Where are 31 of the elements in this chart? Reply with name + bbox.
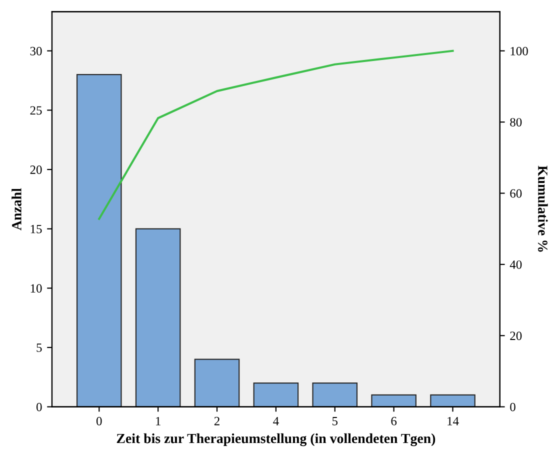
bar [371, 394, 416, 407]
x-tick-label: 14 [448, 416, 459, 426]
bar [194, 358, 240, 407]
bar [312, 382, 358, 407]
y-tick-label: 30 [30, 46, 42, 56]
y-tick-label: 0 [36, 402, 42, 412]
x-tick-label: 0 [96, 416, 102, 426]
y-tick-label: 10 [30, 284, 42, 293]
y-tick-label: 25 [30, 106, 42, 115]
y2-tick-label: 80 [510, 118, 522, 127]
bar [430, 394, 476, 407]
y-axis-title: Anzahl [12, 188, 22, 230]
x-tick-label: 4 [273, 416, 279, 426]
bar [253, 382, 299, 407]
x-axis-title: Zeit bis zur Therapieumstellung (in vollendeten Tgen) [116, 433, 436, 446]
x-tick-label: 1 [156, 416, 160, 426]
y-tick-label: 20 [30, 166, 42, 174]
x-tick-label: 6 [391, 416, 397, 426]
y2-tick-label: 100 [510, 46, 528, 56]
bar [135, 228, 181, 407]
x-tick-label: 5 [332, 417, 338, 426]
y2-tick-label: 40 [510, 260, 522, 269]
y-tick-label: 5 [36, 344, 42, 352]
y2-tick-label: 60 [510, 189, 522, 198]
line-series [98, 50, 454, 220]
y2-tick-label: 0 [510, 402, 516, 412]
y-tick-label: 15 [30, 224, 42, 234]
y2-tick-label: 20 [510, 332, 522, 340]
bar [76, 74, 122, 407]
y2-axis-title: Kumulative % [538, 166, 548, 252]
x-tick-label: 2 [214, 416, 220, 426]
